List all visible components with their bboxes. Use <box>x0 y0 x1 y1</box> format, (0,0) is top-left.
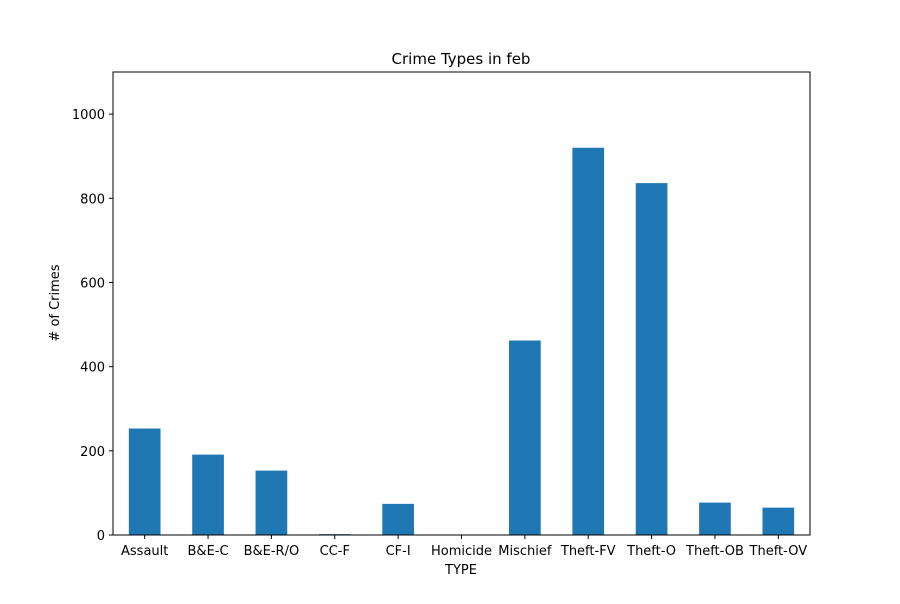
y-tick-label: 400 <box>80 361 105 376</box>
bar <box>256 471 288 535</box>
bar <box>192 455 224 535</box>
bar <box>509 341 541 535</box>
y-tick-label: 800 <box>80 192 105 207</box>
x-axis-label: TYPE <box>444 563 477 578</box>
x-tick-label: Theft-FV <box>560 544 616 559</box>
x-tick-label: CF-I <box>386 544 411 559</box>
x-tick-label: Assault <box>121 544 168 559</box>
y-tick-label: 0 <box>97 529 105 544</box>
y-axis-label: # of Crimes <box>48 264 63 341</box>
bar <box>699 503 731 535</box>
bar <box>572 148 604 535</box>
y-tick-label: 600 <box>80 276 105 291</box>
y-axis: 0 200 400 600 800 1000 <box>72 108 113 544</box>
bar <box>636 183 668 535</box>
x-tick-label: Theft-O <box>626 544 676 559</box>
bar <box>762 508 794 535</box>
bars-group <box>129 148 794 535</box>
x-tick-label: Homicide <box>431 544 492 559</box>
bar <box>129 429 161 535</box>
x-tick-label: Theft-OV <box>749 544 808 559</box>
bar <box>382 504 414 535</box>
x-axis: Assault B&E-C B&E-R/O CC-F CF-I Homicide Misch… <box>121 535 807 559</box>
x-tick-label: Mischief <box>498 544 552 559</box>
x-tick-label: Theft-OB <box>685 544 744 559</box>
x-tick-label: B&E-R/O <box>244 544 300 559</box>
x-tick-label: CC-F <box>320 544 350 559</box>
y-tick-label: 1000 <box>72 108 105 123</box>
y-tick-label: 200 <box>80 445 105 460</box>
x-tick-label: B&E-C <box>188 544 229 559</box>
chart-title: Crime Types in feb <box>392 50 531 68</box>
